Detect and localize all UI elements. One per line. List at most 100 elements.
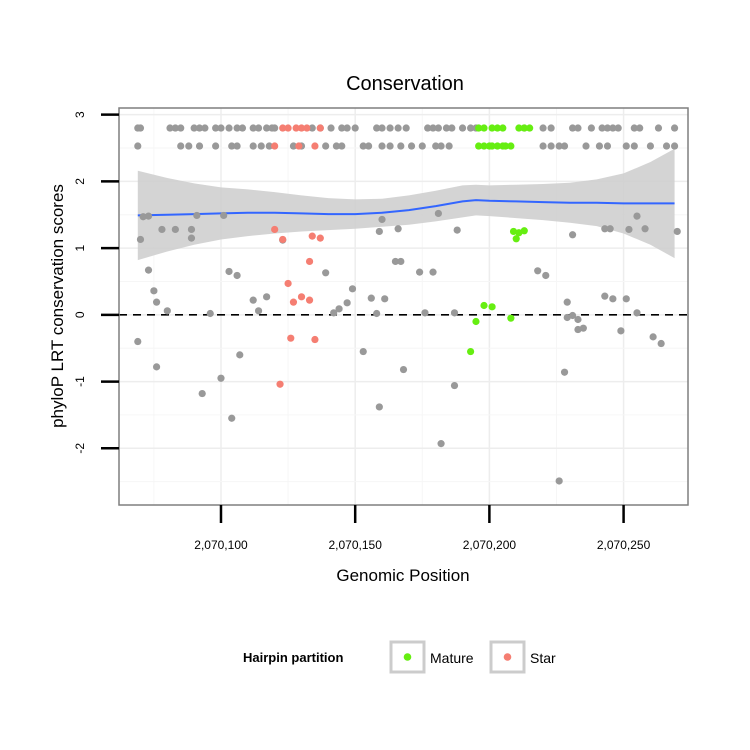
legend-item-mature: Mature: [389, 640, 474, 674]
data-point-other: [574, 124, 582, 132]
data-point-star: [287, 334, 295, 342]
data-point-other: [453, 226, 461, 234]
data-point-other: [399, 365, 408, 374]
x-tick-label: 2,070,200: [463, 538, 517, 552]
data-point-star: [284, 124, 292, 132]
data-point-other: [378, 215, 386, 224]
data-point-other: [625, 225, 633, 234]
data-point-star: [297, 124, 306, 132]
plot-panel: [118, 107, 689, 506]
confidence-band-area: [137, 148, 675, 261]
data-point-mature: [507, 142, 515, 150]
data-point-other: [673, 227, 681, 236]
data-point-other: [603, 124, 612, 132]
data-point-other: [322, 142, 330, 150]
data-point-other: [375, 227, 383, 236]
data-point-other: [630, 142, 638, 150]
data-point-other: [166, 124, 174, 132]
data-point-other: [152, 298, 161, 306]
data-point-other: [338, 142, 346, 150]
data-point-other: [338, 124, 346, 132]
y-tick-label: 2: [73, 178, 87, 185]
data-point-other: [386, 142, 394, 150]
data-point-other: [542, 271, 550, 280]
data-point-star: [284, 279, 292, 288]
data-point-other: [622, 142, 630, 150]
data-point-other: [289, 142, 298, 150]
data-point-star: [297, 293, 306, 301]
data-point-other: [359, 347, 367, 356]
data-point-other: [434, 209, 442, 218]
data-point-other: [187, 234, 196, 242]
y-tick-label: 3: [73, 111, 87, 118]
x-axis-label: Genomic Position: [336, 566, 469, 585]
data-point-other: [633, 212, 641, 220]
panel-border: [118, 107, 689, 506]
data-point-other: [134, 142, 142, 150]
data-point-other: [568, 311, 577, 320]
data-point-other: [539, 142, 547, 150]
data-point-other: [332, 142, 340, 150]
data-point-other: [308, 124, 316, 132]
data-point-other: [450, 381, 459, 390]
data-point-other: [434, 124, 442, 132]
data-point-other: [212, 124, 220, 132]
data-point-other: [630, 124, 638, 132]
legend-swatch-mature: [403, 653, 412, 661]
data-point-other: [617, 327, 625, 335]
data-point-star: [279, 235, 287, 244]
data-point-other: [265, 142, 273, 150]
data-point-other: [633, 309, 641, 317]
data-point-mature: [526, 124, 534, 132]
legend-title: Hairpin partition: [243, 650, 343, 665]
data-point-other: [450, 309, 459, 317]
data-point-other: [136, 235, 145, 244]
data-point-other: [407, 142, 416, 150]
data-point-mature: [520, 227, 528, 235]
data-point-other: [163, 307, 171, 315]
data-point-other: [445, 142, 453, 150]
data-point-other: [670, 124, 679, 132]
data-point-other: [574, 315, 582, 324]
data-point-other: [249, 296, 257, 304]
data-point-other: [217, 124, 225, 132]
data-point-other: [657, 339, 665, 348]
data-point-other: [171, 124, 179, 132]
y-axis-label: phyloP LRT conservation scores: [48, 184, 67, 428]
data-point-mature: [507, 314, 515, 322]
data-point-other: [254, 124, 263, 132]
data-point-other: [375, 403, 383, 411]
data-point-other: [568, 124, 577, 132]
data-point-other: [254, 307, 263, 315]
data-point-other: [201, 124, 209, 132]
data-point-other: [263, 293, 271, 301]
data-point-other: [555, 477, 563, 485]
data-point-mature: [515, 124, 523, 132]
data-point-other: [437, 440, 445, 448]
data-point-other: [263, 124, 271, 132]
x-tick-label: 2,070,250: [597, 538, 651, 552]
data-point-other: [327, 124, 335, 132]
data-point-star: [305, 296, 314, 304]
data-point-other: [646, 142, 655, 150]
data-point-other: [195, 124, 204, 132]
data-point-other: [448, 124, 456, 132]
data-point-mature: [493, 142, 502, 150]
data-point-other: [595, 142, 604, 150]
legend-item-star: Star: [489, 640, 556, 674]
y-tick-label: -1: [73, 376, 87, 387]
data-point-other: [171, 225, 179, 234]
data-point-other: [373, 309, 381, 318]
data-point-star: [289, 298, 298, 306]
data-point-other: [225, 124, 233, 132]
data-point-mature: [475, 124, 483, 132]
data-point-other: [322, 269, 330, 277]
data-point-mature: [488, 124, 496, 132]
smooth-trend-line: [137, 199, 675, 217]
data-point-other: [233, 124, 241, 132]
data-point-other: [359, 142, 367, 150]
data-point-other: [190, 124, 198, 132]
data-point-other: [249, 142, 257, 150]
data-point-other: [343, 299, 351, 307]
y-tick-label: 1: [73, 244, 87, 251]
